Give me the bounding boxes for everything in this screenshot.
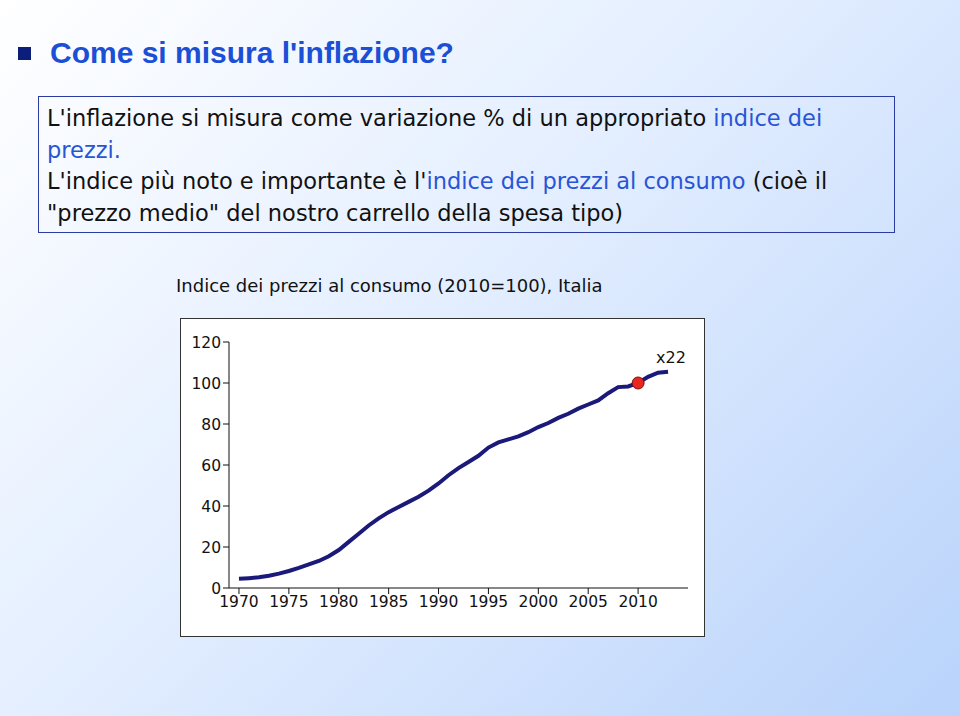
svg-text:60: 60 bbox=[201, 457, 221, 475]
svg-text:80: 80 bbox=[201, 416, 221, 434]
svg-text:1990: 1990 bbox=[419, 593, 458, 611]
svg-text:0: 0 bbox=[211, 580, 221, 598]
svg-text:1985: 1985 bbox=[369, 593, 408, 611]
svg-text:x22: x22 bbox=[656, 348, 686, 367]
svg-text:1980: 1980 bbox=[319, 593, 358, 611]
svg-text:20: 20 bbox=[201, 539, 221, 557]
svg-text:1970: 1970 bbox=[219, 593, 258, 611]
html-text:Indice dei prezzi al consumo (: Indice dei prezzi al consumo (2010=100),… bbox=[176, 275, 603, 296]
svg-text:2010: 2010 bbox=[618, 593, 657, 611]
html-text:Come si misura l'inflazione?: Come si misura l'inflazione? bbox=[50, 36, 454, 69]
svg-text:120: 120 bbox=[191, 334, 221, 352]
svg-text:40: 40 bbox=[201, 498, 221, 516]
svg-text:2000: 2000 bbox=[519, 593, 558, 611]
svg-text:2005: 2005 bbox=[568, 593, 607, 611]
svg-text:100: 100 bbox=[191, 375, 221, 393]
svg-text:1995: 1995 bbox=[469, 593, 508, 611]
svg-text:1975: 1975 bbox=[269, 593, 308, 611]
html-text:L'indice più noto e importante: L'indice più noto e importante è l' indi… bbox=[47, 168, 828, 226]
html-text:L'inflazione si misura come va: L'inflazione si misura come variazione %… bbox=[47, 105, 823, 163]
